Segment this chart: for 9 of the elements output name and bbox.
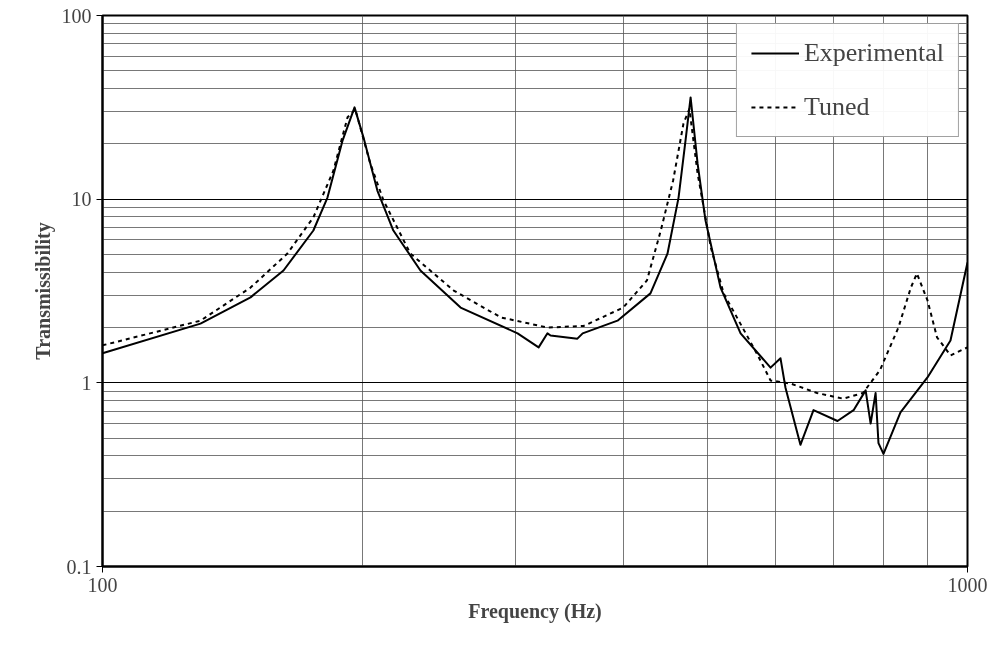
y-tick-label: 1 xyxy=(81,371,92,394)
legend-label: Tuned xyxy=(803,92,870,122)
y-tick-label: 10 xyxy=(71,188,92,211)
y-tick-label: 100 xyxy=(61,4,92,27)
y-tick-label: 0.1 xyxy=(66,555,92,578)
legend-label: Experimental xyxy=(803,38,944,68)
x-axis-title: Frequency (Hz) xyxy=(468,599,602,623)
y-axis-title: Transmissibility xyxy=(31,222,55,360)
x-tick-label: 1000 xyxy=(947,573,988,596)
